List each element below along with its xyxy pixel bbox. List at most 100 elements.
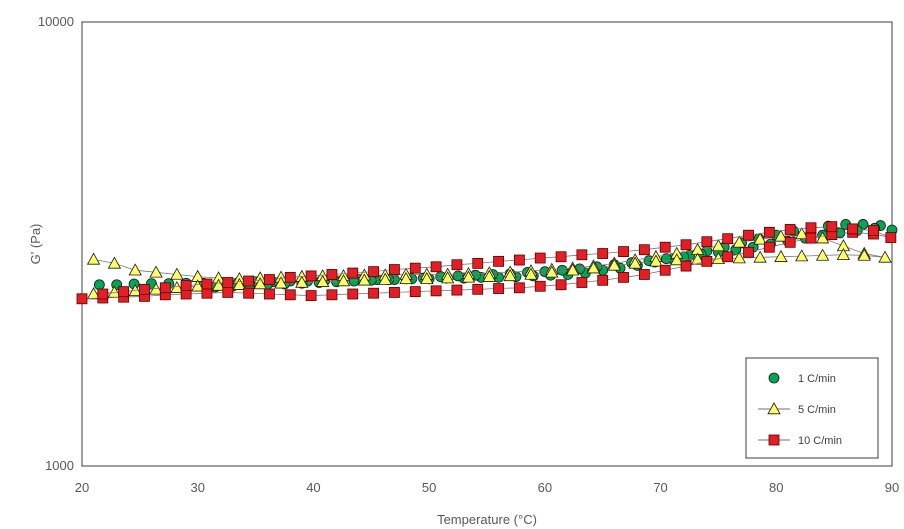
x-tick-label: 70	[653, 480, 667, 495]
data-point-square	[618, 271, 629, 283]
data-point-square	[409, 262, 421, 274]
data-point-square	[451, 259, 463, 271]
data-point-square	[305, 270, 317, 282]
legend: 1 C/min 5 C/min 10 C/min	[745, 357, 879, 459]
data-point-square	[743, 246, 754, 258]
data-point-triangle	[524, 267, 538, 280]
data-point-triangle	[586, 261, 601, 274]
data-point-square	[701, 236, 713, 248]
data-point-square	[555, 251, 567, 263]
data-point-square	[347, 288, 359, 300]
data-point-triangle	[670, 253, 684, 266]
data-point-square	[368, 266, 380, 278]
data-point-square	[264, 288, 275, 300]
data-point-square	[159, 282, 171, 294]
data-point-triangle	[732, 251, 746, 264]
data-point-triangle	[753, 250, 767, 263]
y-tick-label: 1000	[45, 458, 74, 473]
legend-label: 1 C/min	[798, 373, 836, 385]
data-point-triangle	[503, 269, 517, 282]
y-axis-ticks: 1000 10000	[38, 14, 74, 473]
legend-label: 10 C/min	[798, 435, 842, 447]
data-point-square	[97, 288, 109, 300]
x-tick-label: 80	[769, 480, 783, 495]
data-point-triangle	[795, 249, 809, 262]
data-point-triangle	[420, 271, 434, 285]
data-point-square	[264, 274, 275, 285]
data-point-square	[451, 284, 463, 296]
data-point-square	[638, 269, 650, 280]
data-point-square	[701, 255, 713, 267]
data-point-triangle	[753, 232, 767, 245]
data-point-square	[222, 277, 234, 288]
series-layer	[76, 219, 898, 305]
legend-item: 10 C/min	[758, 434, 842, 447]
data-point-triangle	[628, 256, 642, 269]
data-point-triangle	[86, 252, 101, 265]
data-point-square	[784, 224, 796, 235]
legend-item: 5 C/min	[758, 402, 836, 416]
data-point-triangle	[107, 256, 122, 269]
data-point-triangle	[732, 235, 746, 248]
y-tick-label: 10000	[38, 14, 74, 29]
data-point-square	[430, 261, 442, 273]
data-point-square	[284, 271, 296, 283]
legend-marker-circle	[768, 372, 780, 384]
data-point-triangle	[253, 277, 267, 290]
data-point-triangle	[191, 279, 205, 292]
data-point-square	[847, 223, 859, 235]
data-point-square	[576, 249, 588, 261]
data-point-square	[243, 287, 255, 299]
legend-box	[745, 357, 879, 459]
data-point-square	[597, 248, 609, 259]
data-point-square	[243, 275, 255, 287]
data-point-square	[514, 254, 525, 266]
data-point-triangle	[711, 239, 726, 252]
data-point-square	[638, 244, 650, 256]
data-point-triangle	[357, 273, 372, 286]
x-axis-title: Temperature (°C)	[437, 512, 537, 527]
data-point-square	[389, 264, 400, 275]
data-point-square	[368, 287, 380, 299]
data-point-triangle	[232, 277, 247, 290]
data-point-square	[409, 286, 421, 298]
data-point-triangle	[649, 254, 663, 267]
data-point-triangle	[545, 265, 559, 278]
data-point-triangle	[795, 227, 809, 240]
legend-marker-square	[768, 434, 780, 446]
x-tick-label: 30	[190, 480, 204, 495]
data-point-square	[680, 239, 692, 251]
data-point-square	[743, 229, 754, 241]
data-point-square	[576, 277, 588, 288]
data-point-triangle	[815, 248, 830, 261]
data-point-square	[763, 241, 775, 253]
data-point-circle	[556, 264, 568, 276]
data-point-square	[284, 289, 296, 301]
data-point-triangle	[482, 269, 496, 282]
data-point-square	[805, 222, 817, 234]
data-point-square	[680, 260, 692, 272]
data-point-square	[118, 286, 130, 298]
data-point-triangle	[211, 278, 226, 291]
data-point-triangle	[461, 270, 476, 283]
data-point-square	[493, 255, 504, 267]
data-point-square	[472, 283, 484, 295]
x-tick-label: 50	[422, 480, 436, 495]
data-point-square	[472, 257, 484, 269]
data-point-square	[722, 251, 734, 263]
data-point-square	[805, 232, 817, 244]
legend-label: 5 C/min	[798, 404, 836, 416]
data-point-triangle	[295, 275, 309, 288]
data-point-circle	[452, 270, 464, 282]
data-point-triangle	[607, 258, 621, 271]
data-point-circle	[93, 279, 105, 291]
data-point-triangle	[378, 272, 392, 285]
x-tick-label: 60	[538, 480, 552, 495]
data-point-square	[326, 269, 338, 280]
data-point-square	[826, 221, 838, 233]
data-point-triangle	[690, 252, 705, 265]
data-point-square	[201, 278, 213, 290]
x-tick-label: 90	[885, 480, 899, 495]
data-point-square	[722, 233, 734, 245]
data-point-triangle	[440, 271, 455, 284]
